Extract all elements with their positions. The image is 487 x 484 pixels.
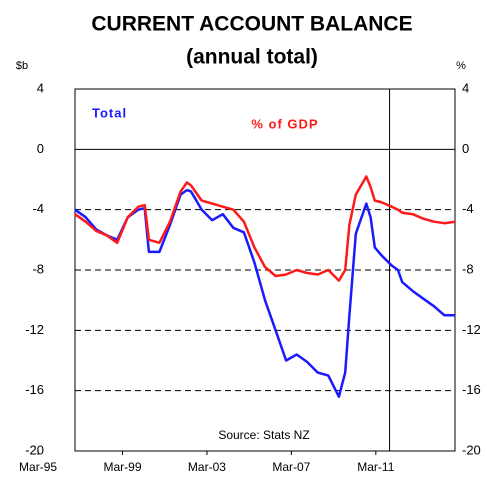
y2-tick-label: -20	[462, 442, 481, 457]
x-tick-label: Mar-95	[19, 460, 57, 474]
chart-title: CURRENT ACCOUNT BALANCE	[91, 13, 412, 36]
x-tick-label: Mar-11	[357, 460, 394, 474]
y2-tick-label: -4	[462, 201, 474, 216]
y-tick-label: -16	[25, 382, 44, 397]
y2-tick-label: -12	[462, 322, 481, 337]
legend-label: Total	[92, 105, 127, 120]
y2-axis-label: %	[456, 60, 466, 72]
y2-tick-label: 4	[462, 80, 469, 95]
y-tick-label: -4	[32, 201, 44, 216]
series-line	[74, 175, 456, 282]
x-tick-label: Mar-99	[103, 460, 141, 474]
chart-subtitle: (annual total)	[186, 46, 318, 69]
y2-tick-label: -16	[462, 382, 481, 397]
y2-tick-label: 0	[462, 141, 469, 156]
source-note: Source: Stats NZ	[218, 428, 309, 442]
x-tick-label: Mar-07	[272, 460, 310, 474]
y-tick-label: 0	[37, 141, 44, 156]
y-tick-label: -12	[25, 322, 44, 337]
x-tick-label: Mar-03	[188, 460, 226, 474]
y2-tick-label: -8	[462, 261, 474, 276]
y-tick-label: -20	[25, 442, 44, 457]
y-tick-label: 4	[37, 80, 44, 95]
legend-label: % of GDP	[251, 116, 318, 131]
y-axis-label: $b	[16, 60, 28, 72]
series-line	[74, 188, 455, 398]
y-tick-label: -8	[32, 261, 44, 276]
